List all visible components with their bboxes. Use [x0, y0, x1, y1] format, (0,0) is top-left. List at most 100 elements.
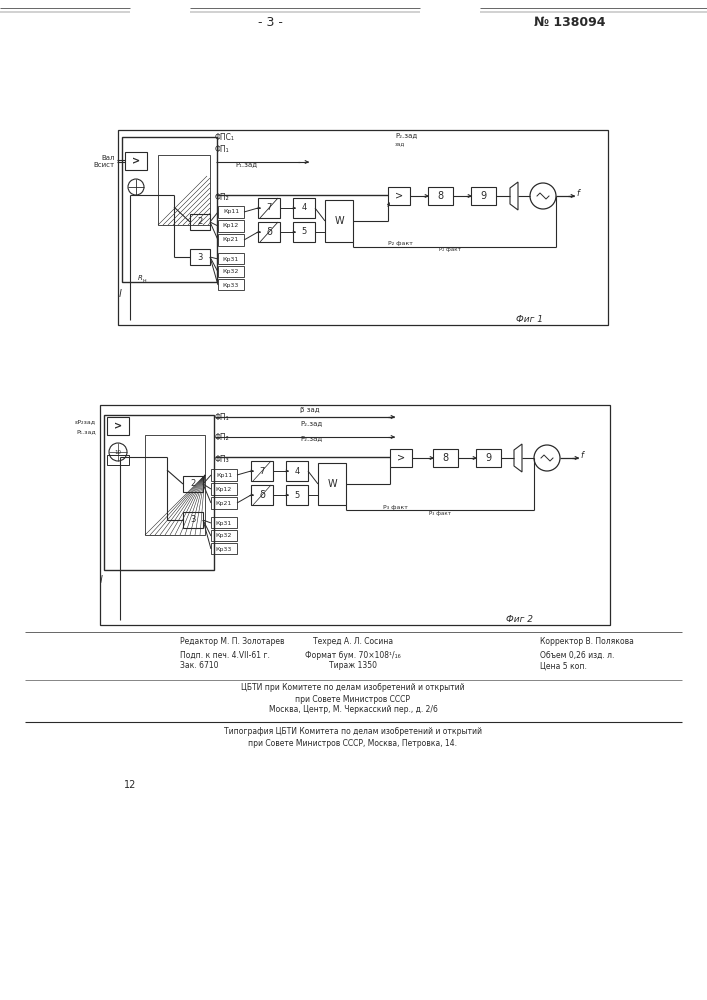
Text: W: W [334, 216, 344, 226]
Text: 8: 8 [437, 191, 443, 201]
Bar [433, 449, 458, 467]
Text: Цена 5 коп.: Цена 5 коп. [540, 662, 587, 670]
Text: при Совете Министров СССР, Москва, Петровка, 14.: при Совете Министров СССР, Москва, Петро… [248, 740, 457, 748]
Bar [471, 187, 496, 205]
Text: № 138094: № 138094 [534, 15, 606, 28]
Bar [390, 449, 412, 467]
Text: P₁.зад: P₁.зад [76, 430, 96, 434]
Text: Фиг 2: Фиг 2 [506, 615, 534, 624]
Text: >: > [397, 453, 405, 463]
Text: 3: 3 [197, 252, 203, 261]
Bar [183, 476, 203, 492]
Bar [145, 435, 205, 535]
Bar [104, 415, 214, 570]
Text: β зад: β зад [300, 407, 320, 413]
Text: 12: 12 [124, 780, 136, 790]
Text: Кр21: Кр21 [223, 237, 239, 242]
Text: 4: 4 [294, 466, 300, 476]
Bar [286, 485, 308, 505]
Text: Кр33: Кр33 [223, 282, 239, 288]
Bar [428, 187, 453, 205]
Text: 9: 9 [480, 191, 486, 201]
Bar [211, 543, 237, 554]
Bar [325, 200, 353, 242]
Bar [190, 249, 210, 265]
Text: при Совете Министров СССР: при Совете Министров СССР [296, 694, 411, 704]
Text: ΦП₃: ΦП₃ [215, 456, 230, 464]
Text: 8: 8 [442, 453, 448, 463]
Text: δ: δ [259, 490, 265, 500]
Text: >: > [395, 191, 403, 201]
Text: Формат бум. 70×108¹/₁₆: Формат бум. 70×108¹/₁₆ [305, 650, 401, 660]
Text: εP₂зад: εP₂зад [75, 420, 96, 424]
Text: >: > [114, 421, 122, 431]
Text: P₂ факт: P₂ факт [439, 247, 461, 252]
Text: P₂ факт: P₂ факт [387, 240, 412, 245]
Text: Техред А. Л. Сосина: Техред А. Л. Сосина [313, 638, 393, 647]
Bar [211, 483, 237, 495]
Text: - 3 -: - 3 - [257, 15, 282, 28]
Text: P₃ факт: P₃ факт [429, 510, 451, 516]
Text: 9: 9 [485, 453, 491, 463]
Text: P₃ факт: P₃ факт [382, 506, 407, 510]
Text: Подп. к печ. 4.VII-61 г.: Подп. к печ. 4.VII-61 г. [180, 650, 270, 660]
Text: 5: 5 [294, 490, 300, 499]
Text: Всист: Всист [94, 162, 115, 168]
Text: W: W [327, 479, 337, 489]
Bar [218, 206, 244, 218]
Bar [251, 485, 273, 505]
Bar [293, 198, 315, 218]
Text: Кр11: Кр11 [216, 473, 232, 478]
Text: δ: δ [266, 227, 272, 237]
Bar [251, 461, 273, 481]
Text: 5: 5 [301, 228, 307, 236]
Bar [258, 198, 280, 218]
Bar [211, 469, 237, 481]
Bar [158, 155, 210, 225]
Bar [388, 187, 410, 205]
Bar [211, 530, 237, 541]
Text: P₂.зад: P₂.зад [300, 435, 322, 441]
Text: 7: 7 [267, 204, 271, 213]
Bar [107, 455, 129, 465]
Text: ΦПС₁: ΦПС₁ [215, 133, 235, 142]
Text: Кр32: Кр32 [223, 269, 239, 274]
Text: P₁.зад: P₁.зад [235, 161, 257, 167]
Text: 4: 4 [301, 204, 307, 213]
Text: ЦБТИ при Комитете по делам изобретений и открытий: ЦБТИ при Комитете по делам изобретений и… [241, 684, 464, 692]
Bar [218, 220, 244, 232]
Text: l: l [119, 289, 122, 299]
Bar [218, 253, 244, 264]
Bar [183, 512, 203, 528]
Bar [218, 279, 244, 290]
Bar [211, 517, 237, 528]
Bar [293, 222, 315, 242]
Bar [118, 130, 608, 325]
Text: зад: зад [395, 141, 405, 146]
Text: 2: 2 [190, 480, 196, 488]
Text: Кр31: Кр31 [216, 520, 232, 526]
Bar [218, 266, 244, 277]
Text: 10: 10 [115, 450, 122, 454]
Bar [122, 137, 217, 282]
Text: Зак. 6710: Зак. 6710 [180, 662, 218, 670]
Text: Кр12: Кр12 [223, 224, 239, 229]
Bar [100, 405, 610, 625]
Bar [211, 497, 237, 509]
Text: ΦП₁: ΦП₁ [215, 414, 230, 422]
Text: l: l [100, 575, 103, 585]
Bar [258, 222, 280, 242]
Text: Кр31: Кр31 [223, 256, 239, 261]
Text: н: н [142, 278, 146, 284]
Bar [286, 461, 308, 481]
Text: ΦП₁: ΦП₁ [215, 145, 230, 154]
Text: R: R [138, 275, 142, 281]
Text: >: > [132, 156, 140, 166]
Text: Кр12: Кр12 [216, 487, 232, 491]
Text: P₂.зад: P₂.зад [395, 132, 417, 138]
Text: Кр11: Кр11 [223, 210, 239, 215]
Bar [107, 417, 129, 435]
Text: Типография ЦБТИ Комитета по делам изобретений и открытий: Типография ЦБТИ Комитета по делам изобре… [224, 728, 482, 736]
Text: Объем 0,26 изд. л.: Объем 0,26 изд. л. [540, 650, 614, 660]
Text: Редактор М. П. Золотарев: Редактор М. П. Золотарев [180, 638, 284, 647]
